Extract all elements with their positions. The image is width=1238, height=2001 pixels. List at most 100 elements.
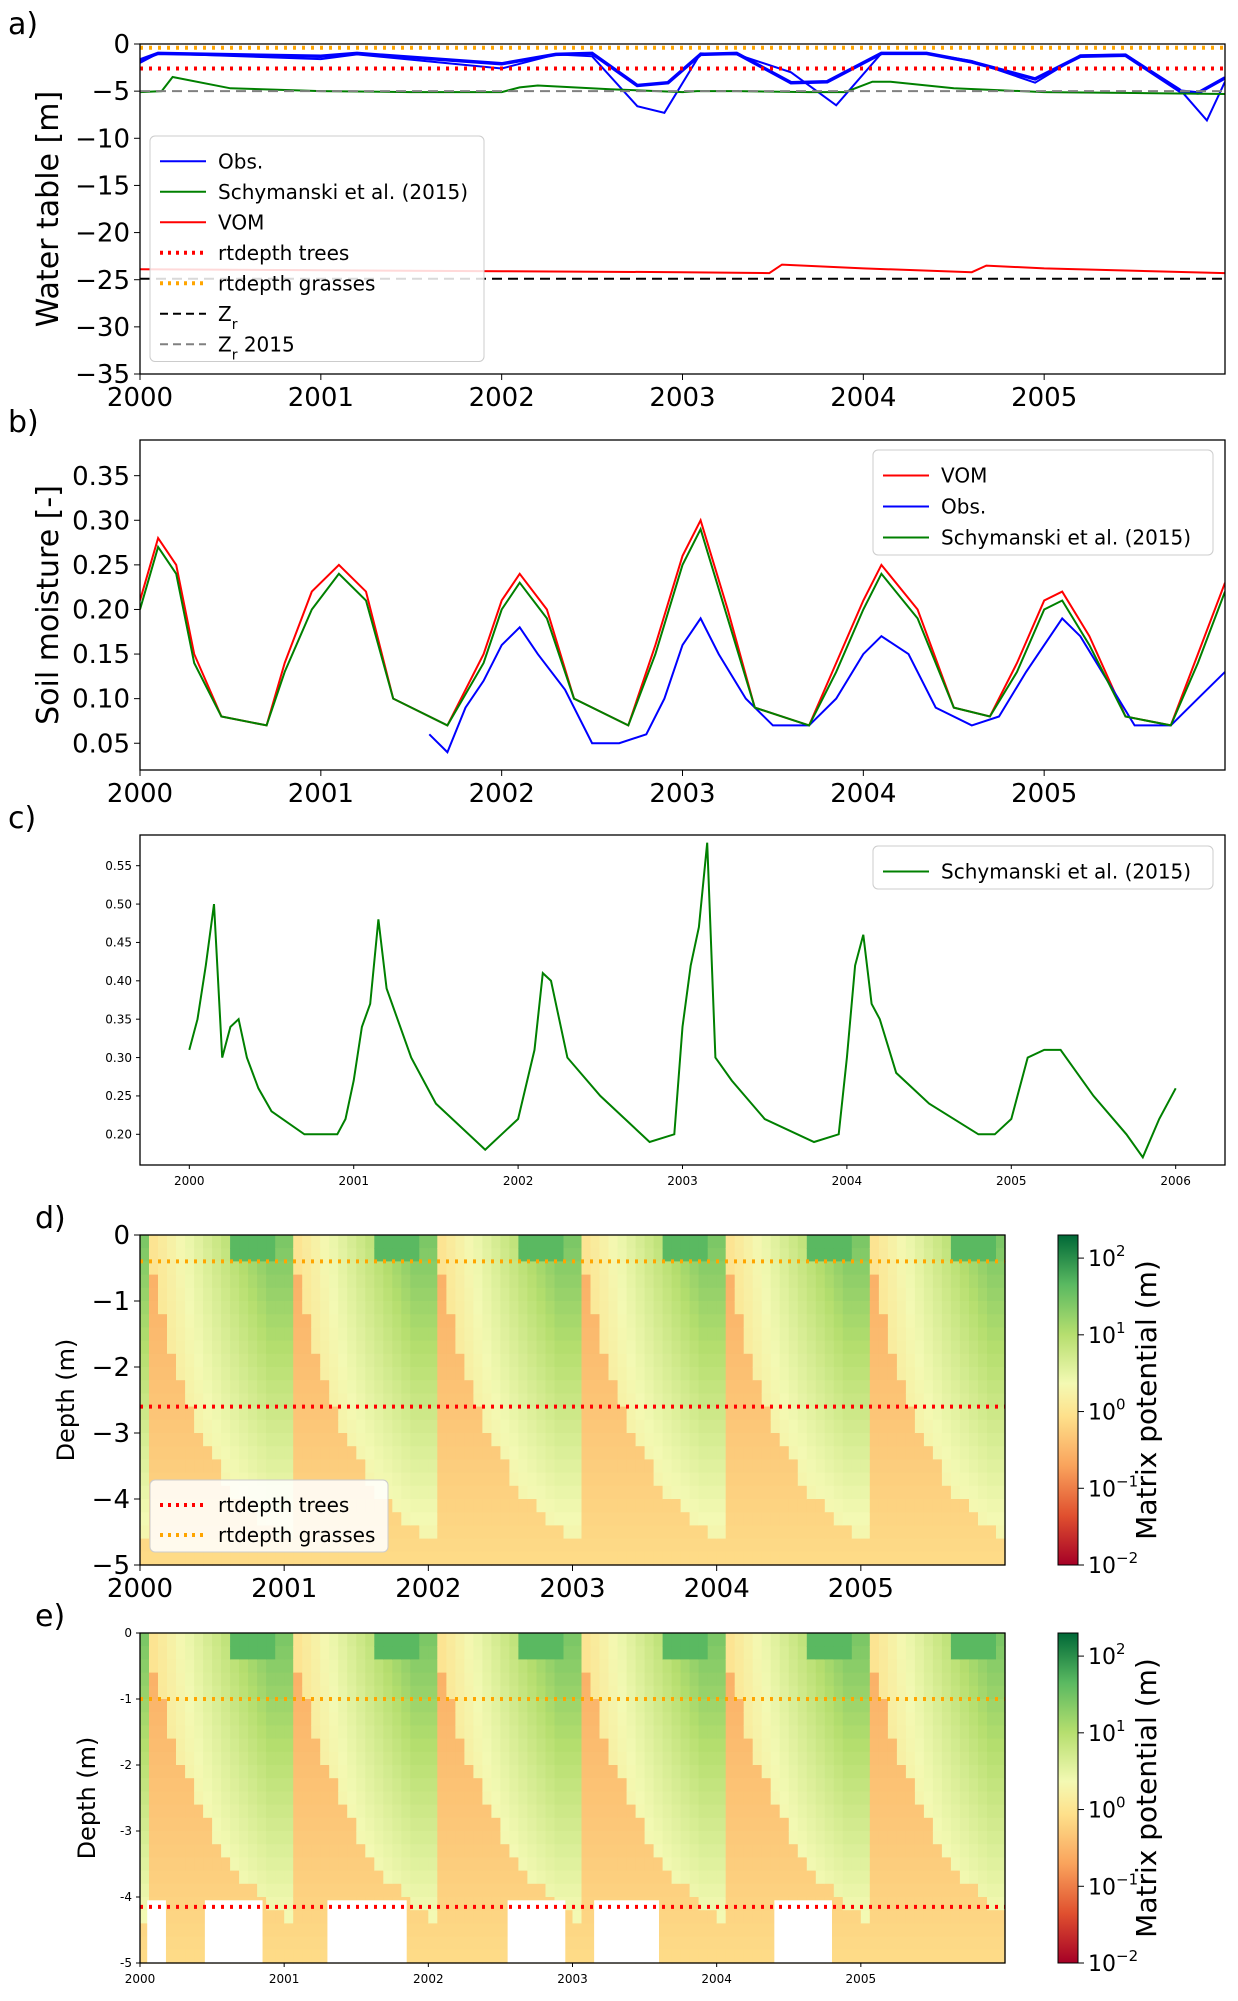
heatmap-cell bbox=[671, 1659, 682, 1674]
heatmap-cell bbox=[950, 1406, 961, 1421]
heatmap-cell bbox=[239, 1235, 249, 1249]
heatmap-cell bbox=[167, 1380, 177, 1394]
heatmap-cell bbox=[446, 1419, 456, 1434]
heatmap-cell bbox=[491, 1512, 501, 1526]
heatmap-cell bbox=[230, 1646, 240, 1660]
heatmap-cell bbox=[275, 1949, 285, 1964]
heatmap-cell bbox=[365, 1751, 375, 1766]
heatmap-cell bbox=[176, 1870, 186, 1885]
heatmap-cell bbox=[194, 1817, 204, 1832]
heatmap-cell bbox=[410, 1870, 420, 1885]
heatmap-cell bbox=[149, 1659, 159, 1674]
heatmap-cell bbox=[797, 1406, 808, 1421]
heatmap-cell bbox=[860, 1897, 871, 1911]
heatmap-cell bbox=[491, 1274, 501, 1289]
heatmap-cell bbox=[590, 1393, 601, 1408]
heatmap-cell bbox=[887, 1672, 898, 1687]
heatmap-cell bbox=[230, 1419, 240, 1434]
heatmap-cell bbox=[716, 1949, 727, 1964]
heatmap-cell bbox=[860, 1672, 871, 1687]
heatmap-cell bbox=[257, 1261, 267, 1276]
heatmap-cell bbox=[536, 1248, 547, 1262]
heatmap-cell bbox=[338, 1353, 348, 1368]
heatmap-cell bbox=[455, 1831, 465, 1845]
heatmap-cell bbox=[365, 1393, 375, 1408]
heatmap-cell bbox=[707, 1499, 718, 1513]
heatmap-cell bbox=[987, 1512, 997, 1526]
heatmap-cell bbox=[761, 1551, 772, 1566]
heatmap-cell bbox=[536, 1301, 547, 1315]
heatmap-cell bbox=[914, 1831, 925, 1845]
heatmap-cell bbox=[464, 1923, 474, 1938]
heatmap-cell bbox=[410, 1831, 420, 1845]
heatmap-cell bbox=[635, 1525, 646, 1540]
heatmap-cell bbox=[302, 1936, 312, 1951]
heatmap-cell bbox=[455, 1949, 465, 1964]
heatmap-cell bbox=[203, 1646, 213, 1660]
heatmap-cell bbox=[608, 1367, 619, 1381]
heatmap-cell bbox=[860, 1446, 871, 1460]
heatmap-cell bbox=[356, 1419, 366, 1434]
heatmap-cell bbox=[392, 1235, 402, 1249]
heatmap-cell bbox=[581, 1936, 592, 1951]
heatmap-cell bbox=[716, 1551, 727, 1566]
heatmap-cell bbox=[626, 1380, 637, 1394]
heatmap-cell bbox=[851, 1459, 862, 1474]
heatmap-cell bbox=[455, 1525, 465, 1540]
heatmap-cell bbox=[608, 1406, 619, 1421]
heatmap-cell bbox=[518, 1248, 528, 1262]
heatmap-cell bbox=[581, 1646, 592, 1660]
heatmap-cell bbox=[806, 1551, 817, 1566]
heatmap-cell bbox=[779, 1791, 790, 1806]
heatmap-cell bbox=[500, 1672, 510, 1687]
heatmap-cell bbox=[248, 1725, 258, 1740]
heatmap-cell bbox=[770, 1446, 781, 1460]
heatmap-cell bbox=[860, 1923, 871, 1938]
heatmap-cell bbox=[248, 1314, 258, 1328]
heatmap-cell bbox=[356, 1883, 366, 1898]
heatmap-cell bbox=[707, 1870, 718, 1885]
heatmap-cell bbox=[932, 1485, 943, 1500]
heatmap-cell bbox=[563, 1936, 574, 1951]
heatmap-cell bbox=[734, 1870, 745, 1885]
heatmap-cell bbox=[842, 1538, 853, 1553]
heatmap-cell bbox=[536, 1883, 547, 1898]
heatmap-cell bbox=[185, 1419, 195, 1434]
heatmap-cell bbox=[752, 1672, 763, 1687]
heatmap-cell bbox=[815, 1274, 826, 1289]
heatmap-cell bbox=[356, 1235, 366, 1249]
colorbar-tick-label: 102 bbox=[1088, 1242, 1126, 1272]
heatmap-cell bbox=[626, 1512, 637, 1526]
heatmap-cell bbox=[969, 1525, 979, 1540]
heatmap-cell bbox=[923, 1340, 934, 1355]
heatmap-cell bbox=[869, 1672, 880, 1687]
heatmap-cell bbox=[554, 1485, 565, 1500]
heatmap-cell bbox=[410, 1725, 420, 1740]
heatmap-cell bbox=[734, 1817, 745, 1832]
heatmap-cell bbox=[996, 1340, 1006, 1355]
heatmap-cell bbox=[851, 1633, 862, 1647]
heatmap-cell bbox=[545, 1380, 556, 1394]
heatmap-cell bbox=[725, 1844, 736, 1858]
heatmap-cell bbox=[482, 1367, 492, 1381]
heatmap-cell bbox=[779, 1472, 790, 1487]
heatmap-cell bbox=[401, 1433, 411, 1447]
heatmap-cell bbox=[626, 1287, 637, 1302]
heatmap-cell bbox=[140, 1738, 150, 1753]
heatmap-cell bbox=[644, 1512, 655, 1526]
no-data-cell bbox=[774, 1900, 832, 1963]
heatmap-cell bbox=[716, 1725, 727, 1740]
heatmap-cell bbox=[257, 1433, 267, 1447]
heatmap-cell bbox=[374, 1274, 384, 1289]
heatmap-cell bbox=[572, 1817, 583, 1832]
heatmap-cell bbox=[464, 1340, 474, 1355]
heatmap-cell bbox=[338, 1301, 348, 1315]
heatmap-cell bbox=[401, 1883, 411, 1898]
heatmap-cell bbox=[770, 1870, 781, 1885]
heatmap-cell bbox=[833, 1393, 844, 1408]
heatmap-cell bbox=[779, 1883, 790, 1898]
heatmap-cell bbox=[185, 1699, 195, 1713]
heatmap-cell bbox=[194, 1301, 204, 1315]
heatmap-cell bbox=[176, 1897, 186, 1911]
heatmap-cell bbox=[932, 1831, 943, 1845]
